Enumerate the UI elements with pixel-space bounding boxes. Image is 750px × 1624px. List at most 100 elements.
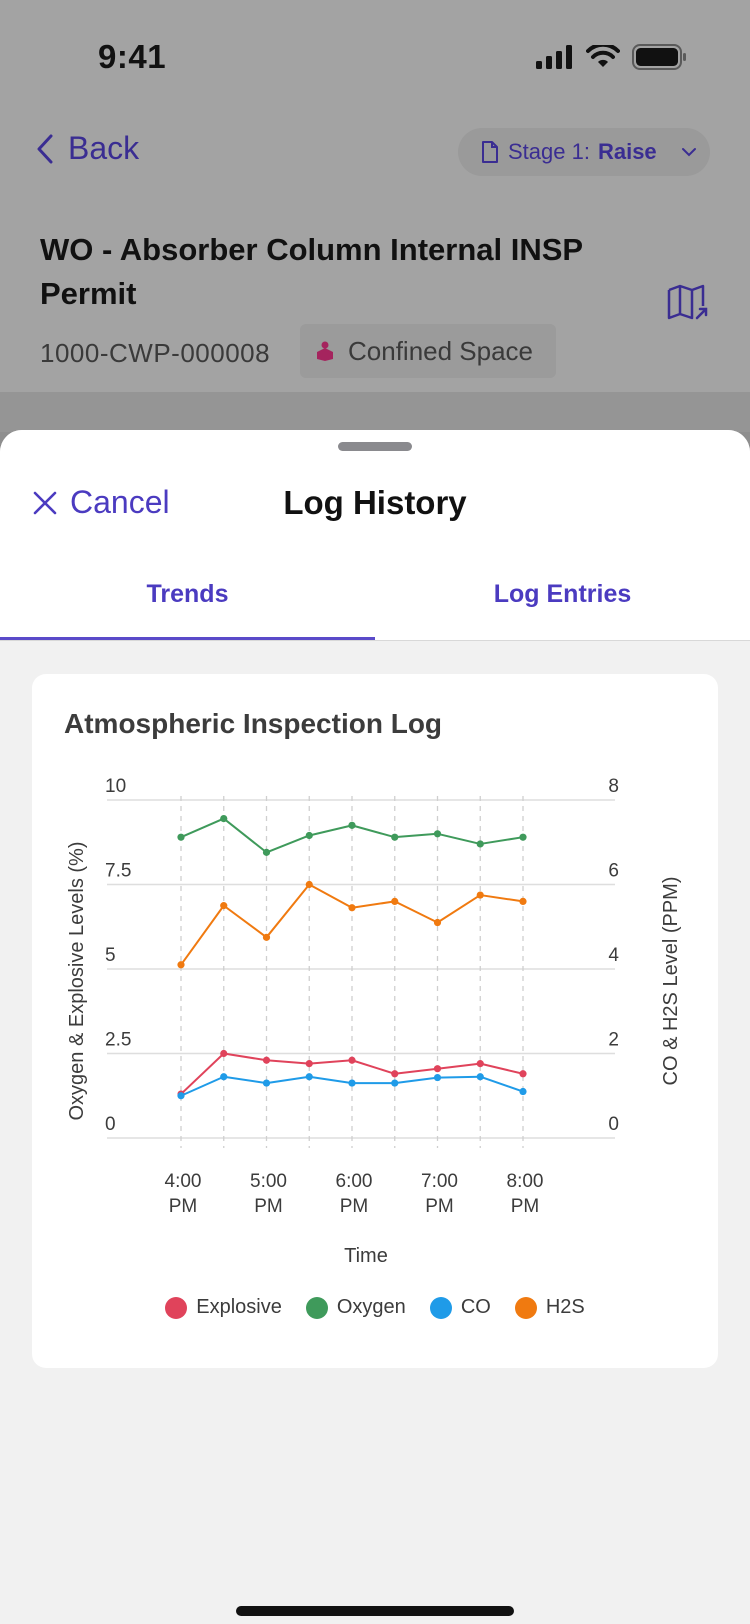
data-point-co — [391, 1079, 399, 1087]
legend-label-co: CO — [460, 1296, 491, 1318]
x-tick-label: 6:00 — [336, 1171, 373, 1192]
close-icon — [33, 491, 57, 514]
stage-value: Raise — [597, 139, 657, 164]
legend-dot-h2s — [514, 1296, 537, 1319]
y-right-tick-label: 2 — [608, 1030, 619, 1051]
legend-item-oxygen[interactable]: Oxygen — [305, 1296, 406, 1319]
data-point-h2s — [476, 891, 484, 899]
data-point-h2s — [305, 880, 313, 889]
tab-trends[interactable]: Trends — [146, 580, 229, 608]
status-icons — [536, 44, 688, 70]
chevron-down-icon — [681, 148, 696, 157]
data-point-co — [262, 1079, 271, 1087]
data-point-h2s — [348, 904, 356, 912]
data-point-oxygen — [220, 814, 228, 823]
background-divider — [0, 392, 750, 432]
y-left-tick-label: 7.5 — [105, 861, 131, 882]
x-tick-label: PM — [254, 1196, 283, 1217]
home-indicator — [236, 1606, 514, 1616]
sheet-title: Log History — [283, 484, 467, 521]
cancel-label: Cancel — [70, 484, 170, 520]
tab-log-entries[interactable]: Log Entries — [493, 580, 632, 608]
line-chart: 0 2.5 5 7.5 10 0 2 4 6 8 4:00 PM 5:00 PM 6:00 PM 7:00 PM 8… — [66, 776, 682, 1267]
data-point-oxygen — [177, 833, 185, 841]
y-right-tick-label: 4 — [608, 945, 619, 966]
x-tick-label: PM — [169, 1196, 198, 1217]
x-tick-label: 4:00 — [165, 1171, 202, 1192]
data-point-h2s — [391, 897, 399, 905]
data-point-co — [305, 1073, 313, 1081]
legend-item-co[interactable]: CO — [429, 1296, 491, 1319]
data-point-explosive — [476, 1060, 484, 1068]
y-left-tick-label: 10 — [105, 776, 126, 797]
document-icon — [482, 141, 498, 163]
tab-divider — [0, 640, 750, 641]
sheet-header: Cancel Log History Trends Log Entries — [0, 430, 750, 641]
log-history-sheet: Cancel Log History Trends Log Entries At… — [0, 430, 750, 1624]
data-point-oxygen — [262, 848, 271, 856]
data-point-co — [220, 1073, 228, 1081]
map-icon[interactable] — [666, 284, 710, 327]
x-tick-label: 8:00 — [507, 1171, 544, 1192]
data-point-co — [519, 1087, 527, 1096]
data-point-explosive — [220, 1049, 228, 1058]
permit-type-label: Confined Space — [348, 335, 534, 366]
y-left-tick-label: 2.5 — [105, 1030, 131, 1051]
data-point-h2s — [177, 961, 185, 969]
permit-type-chip: Confined Space — [300, 324, 556, 378]
data-point-explosive — [391, 1070, 399, 1078]
y-left-axis-title: Oxygen & Explosive Levels (%) — [66, 841, 88, 1120]
chart-card: Atmospheric Inspection Log 0 2.5 5 7.5 10 0 2 4… — [32, 674, 718, 1368]
y-right-tick-label: 0 — [608, 1114, 619, 1135]
chart-title: Atmospheric Inspection Log — [64, 708, 443, 739]
data-point-explosive — [519, 1070, 527, 1078]
x-tick-label: PM — [340, 1196, 369, 1217]
data-point-oxygen — [391, 833, 399, 841]
legend-dot-oxygen — [305, 1296, 328, 1319]
data-point-oxygen — [476, 840, 484, 848]
back-label: Back — [68, 130, 140, 166]
legend-dot-explosive — [165, 1296, 188, 1319]
x-tick-label: PM — [511, 1196, 540, 1217]
data-point-oxygen — [433, 830, 442, 838]
y-left-tick-label: 0 — [105, 1114, 116, 1135]
work-order-title: WO - Absorber Column Internal INSP Permi… — [40, 232, 583, 311]
legend-item-explosive[interactable]: Explosive — [165, 1296, 282, 1319]
wifi-icon — [586, 45, 620, 67]
sheet-grabber[interactable] — [338, 442, 412, 451]
chevron-left-icon — [37, 134, 53, 163]
legend-item-h2s[interactable]: H2S — [514, 1296, 585, 1319]
legend-label-oxygen: Oxygen — [336, 1296, 406, 1318]
x-tick-label: PM — [425, 1196, 454, 1217]
y-right-tick-label: 6 — [608, 861, 619, 882]
permit-number: 1000-CWP-000008 — [40, 338, 271, 368]
background-page: 9:41 Back Stage 1: Raise — [0, 0, 750, 432]
legend-label-h2s: H2S — [545, 1296, 585, 1318]
y-left-tick-label: 5 — [105, 945, 116, 966]
legend-label-explosive: Explosive — [196, 1296, 282, 1318]
cellular-signal-icon — [536, 45, 572, 69]
data-point-oxygen — [305, 831, 313, 840]
data-point-oxygen — [348, 821, 356, 829]
data-point-explosive — [305, 1060, 313, 1068]
data-point-co — [348, 1079, 356, 1087]
battery-icon — [632, 44, 686, 70]
status-time: 9:41 — [98, 38, 167, 75]
data-point-explosive — [348, 1056, 356, 1064]
confined-space-icon — [317, 341, 333, 361]
data-point-explosive — [262, 1056, 271, 1064]
chart-legend: Explosive Oxygen CO H2S — [32, 1296, 718, 1319]
x-tick-label: 7:00 — [421, 1171, 458, 1192]
data-point-explosive — [433, 1065, 442, 1073]
stage-selector[interactable]: Stage 1: Raise — [458, 128, 710, 176]
cancel-button[interactable]: Cancel — [32, 484, 170, 521]
active-tab-indicator — [0, 637, 375, 641]
data-point-co — [177, 1092, 185, 1100]
data-point-co — [476, 1073, 484, 1081]
back-button[interactable]: Back — [36, 130, 139, 167]
data-point-h2s — [220, 902, 228, 910]
data-point-h2s — [433, 918, 442, 927]
x-axis-title: Time — [344, 1245, 388, 1267]
y-right-tick-label: 8 — [608, 776, 619, 797]
x-tick-label: 5:00 — [250, 1171, 287, 1192]
